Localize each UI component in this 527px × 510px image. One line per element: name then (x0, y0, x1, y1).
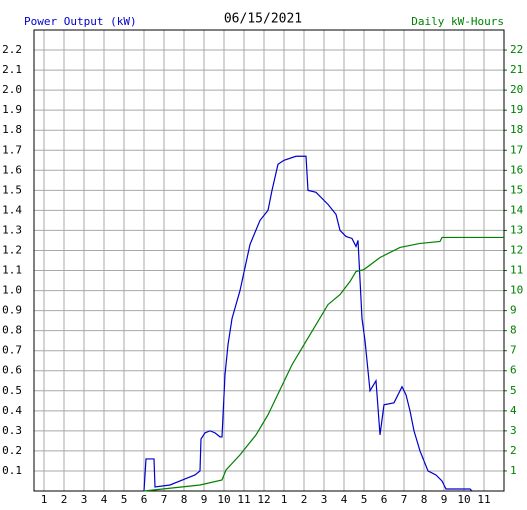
x-tick-label: 4 (341, 493, 348, 506)
y2-tick-label: 2 (510, 444, 517, 457)
y-tick-label: 0.6 (2, 364, 22, 377)
y2-tick-label: 9 (510, 304, 517, 317)
y2-tick-label: 18 (510, 123, 523, 136)
y-tick-label: 1.6 (2, 163, 22, 176)
y-tick-label: 0.4 (2, 404, 22, 417)
y2-tick-label: 17 (510, 143, 523, 156)
x-tick-label: 2 (61, 493, 68, 506)
x-tick-label: 9 (201, 493, 208, 506)
y2-tick-label: 11 (510, 264, 523, 277)
y-tick-label: 0.8 (2, 324, 22, 337)
y2-tick-label: 1 (510, 464, 517, 477)
x-tick-label: 5 (121, 493, 128, 506)
x-tick-label: 8 (421, 493, 428, 506)
x-tick-label: 7 (161, 493, 168, 506)
x-tick-label: 6 (141, 493, 148, 506)
y2-tick-label: 5 (510, 384, 517, 397)
x-tick-label: 10 (217, 493, 230, 506)
x-tick-label: 6 (381, 493, 388, 506)
y2-tick-label: 7 (510, 344, 517, 357)
y-tick-label: 0.1 (2, 464, 22, 477)
x-tick-label: 3 (321, 493, 328, 506)
x-tick-label: 8 (181, 493, 188, 506)
chart-title: 06/15/2021 (224, 12, 302, 27)
series-line (143, 155, 473, 492)
y-tick-label: 0.3 (2, 424, 22, 437)
x-tick-label: 9 (441, 493, 448, 506)
y2-tick-label: 4 (510, 404, 517, 417)
y2-tick-label: 6 (510, 364, 517, 377)
x-tick-label: 12 (257, 493, 270, 506)
y-tick-label: 0.5 (2, 384, 22, 397)
y2-tick-label: 12 (510, 243, 523, 256)
x-tick-label: 11 (477, 493, 490, 506)
y-tick-label: 2.1 (2, 63, 22, 76)
y-tick-label: 1.0 (2, 284, 22, 297)
y2-axis-title: Daily kW-Hours (411, 15, 504, 28)
y-tick-label: 1.4 (2, 203, 22, 216)
y-tick-label: 2.2 (2, 43, 22, 56)
plot-border (33, 29, 505, 492)
y2-tick-label: 20 (510, 83, 523, 96)
y2-tick-label: 19 (510, 103, 523, 116)
x-tick-label: 4 (101, 493, 108, 506)
x-tick-label: 10 (457, 493, 470, 506)
y-tick-label: 1.3 (2, 223, 22, 236)
y-tick-label: 1.2 (2, 243, 22, 256)
y2-tick-label: 8 (510, 324, 517, 337)
series-line (143, 236, 504, 492)
y2-tick-label: 3 (510, 424, 517, 437)
y2-tick-label: 13 (510, 223, 523, 236)
x-tick-label: 2 (301, 493, 308, 506)
y2-tick-label: 15 (510, 183, 523, 196)
x-tick-label: 1 (41, 493, 48, 506)
x-tick-label: 11 (237, 493, 250, 506)
y-tick-label: 0.9 (2, 304, 22, 317)
x-tick-label: 7 (401, 493, 408, 506)
y-tick-label: 1.8 (2, 123, 22, 136)
y-axis-title: Power Output (kW) (24, 15, 137, 28)
y2-tick-label: 16 (510, 163, 523, 176)
y-tick-label: 1.9 (2, 103, 22, 116)
x-tick-label: 1 (281, 493, 288, 506)
y-tick-label: 1.1 (2, 264, 22, 277)
x-tick-label: 5 (361, 493, 368, 506)
y-tick-label: 2.0 (2, 83, 22, 96)
y2-tick-label: 22 (510, 43, 523, 56)
y2-tick-label: 14 (510, 203, 524, 216)
y-tick-label: 0.7 (2, 344, 22, 357)
y2-tick-label: 10 (510, 284, 523, 297)
x-tick-label: 3 (81, 493, 88, 506)
y-tick-label: 0.2 (2, 444, 22, 457)
y-tick-label: 1.5 (2, 183, 22, 196)
y2-tick-label: 21 (510, 63, 523, 76)
y-tick-label: 1.7 (2, 143, 22, 156)
